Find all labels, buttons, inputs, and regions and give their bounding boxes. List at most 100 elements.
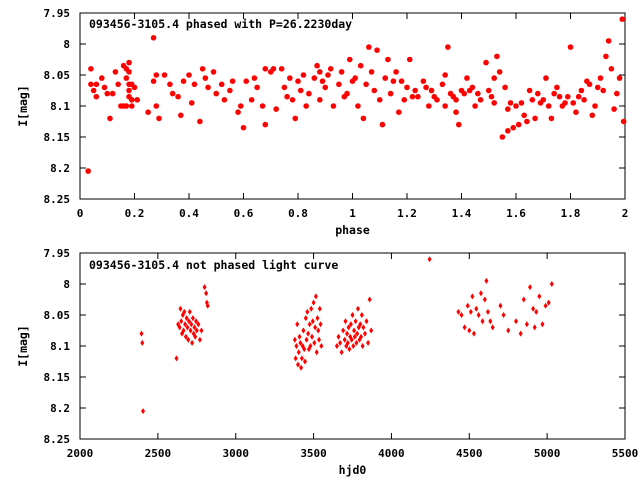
data-point [317, 69, 323, 75]
data-point [322, 84, 329, 91]
data-point [501, 312, 506, 318]
phased-light-curve-panel: 093456-3105.4 phased with P=26.2230day p… [16, 7, 628, 237]
data-point [338, 339, 343, 346]
data-point [350, 312, 355, 318]
data-point [439, 81, 446, 88]
data-point [496, 69, 503, 75]
data-point [141, 408, 146, 415]
data-point [205, 84, 211, 91]
data-point [515, 121, 522, 128]
data-point [197, 336, 202, 343]
data-point [575, 93, 582, 100]
data-point [174, 355, 179, 362]
data-point [385, 56, 391, 63]
data-point [104, 90, 111, 97]
x-tick: 0.6 [234, 13, 254, 220]
x-axis-ticks: 2000 2500 3000 3500 4000 4500 5000 5500 [67, 253, 638, 460]
data-point [311, 75, 318, 81]
data-point [589, 112, 596, 119]
data-point [480, 318, 485, 325]
y-tick: 8.1 [50, 340, 625, 353]
data-point [199, 66, 206, 72]
data-point [592, 103, 598, 109]
data-point [188, 327, 193, 334]
x-tick: 0.4 [179, 13, 199, 220]
data-point [462, 324, 467, 331]
data-point [99, 75, 105, 81]
data-point [505, 128, 511, 134]
y-tick: 7.95 [44, 247, 625, 260]
data-point [475, 90, 481, 97]
data-point [126, 59, 132, 66]
data-point [562, 100, 568, 106]
data-point [360, 115, 367, 122]
data-point [312, 339, 317, 346]
data-point [567, 44, 574, 50]
data-point [540, 97, 547, 103]
data-point [545, 103, 552, 109]
data-point [186, 336, 191, 343]
data-point [273, 106, 280, 112]
data-point [237, 103, 244, 109]
data-point [93, 81, 100, 88]
data-point [470, 293, 475, 300]
data-point [476, 312, 481, 318]
x-tick-label: 2 [622, 207, 629, 220]
data-point [474, 305, 479, 312]
data-point [428, 87, 435, 94]
data-point [427, 256, 432, 263]
y-tick-label: 8.1 [50, 100, 70, 113]
data-point [619, 16, 626, 23]
data-point [315, 315, 320, 322]
data-point [362, 330, 367, 337]
data-point [600, 87, 606, 94]
data-point [359, 333, 364, 340]
data-point [379, 121, 386, 128]
data-point [308, 343, 313, 349]
data-point [412, 87, 418, 94]
data-point [442, 72, 448, 78]
x-axis-label: phase [335, 223, 370, 237]
y-tick-label: 8 [63, 38, 70, 51]
data-point [514, 318, 518, 325]
data-point [184, 315, 189, 322]
x-tick-label: 0.6 [234, 207, 254, 220]
data-point [355, 330, 360, 337]
data-point [235, 109, 241, 115]
x-axis-label: hjd0 [339, 463, 367, 477]
data-point [367, 296, 372, 303]
data-point [434, 97, 440, 103]
data-point [193, 333, 198, 340]
data-point [189, 321, 194, 328]
data-point [532, 115, 538, 122]
data-point [453, 109, 459, 115]
data-point [491, 75, 498, 81]
data-point [396, 109, 402, 115]
data-point [317, 97, 323, 103]
data-point [185, 324, 190, 331]
data-point [153, 103, 160, 109]
data-point [313, 324, 318, 331]
data-point [316, 327, 321, 334]
data-point [455, 121, 462, 128]
y-tick-label: 7.95 [44, 7, 71, 20]
data-point [499, 134, 506, 140]
data-point [551, 90, 557, 97]
data-point [310, 333, 315, 340]
data-point [352, 75, 359, 81]
data-point [586, 81, 593, 88]
data-point [581, 97, 587, 103]
data-point [548, 115, 555, 122]
data-point [347, 346, 352, 353]
data-point [485, 87, 492, 94]
y-tick: 8 [63, 38, 625, 51]
data-point [327, 66, 334, 72]
data-point [278, 66, 285, 72]
data-point [374, 47, 380, 53]
data-point [573, 109, 579, 115]
data-point [570, 100, 577, 106]
data-point [339, 349, 344, 356]
data-point [368, 69, 375, 75]
chart-title: 093456-3105.4 not phased light curve [89, 258, 338, 272]
